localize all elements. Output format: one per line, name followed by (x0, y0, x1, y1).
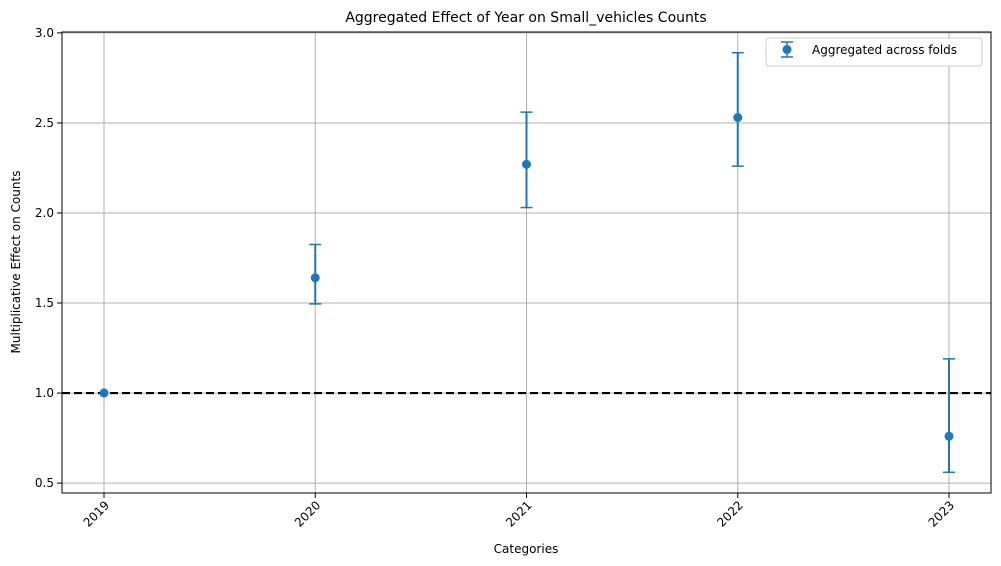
data-point (99, 388, 109, 398)
data-point (944, 431, 954, 441)
y-axis-label: Multiplicative Effect on Counts (9, 171, 23, 354)
y-tick-label: 1.0 (35, 386, 54, 400)
legend: Aggregated across folds (765, 37, 983, 67)
y-tick-label: 2.0 (35, 206, 54, 220)
y-axis: 0.5 1.0 1.5 2.0 2.5 3.0 (35, 26, 62, 490)
y-tick-label: 1.5 (35, 296, 54, 310)
y-tick-label: 0.5 (35, 476, 54, 490)
y-tick-label: 3.0 (35, 26, 54, 40)
data-point (733, 113, 743, 123)
chart-title: Aggregated Effect of Year on Small_vehic… (345, 10, 706, 26)
y-tick-label: 2.5 (35, 116, 54, 130)
legend-label: Aggregated across folds (812, 43, 957, 57)
data-point (310, 273, 320, 283)
x-axis-label: Categories (494, 542, 559, 556)
data-marks (99, 51, 955, 474)
legend-box (765, 37, 983, 67)
legend-marker (782, 45, 792, 54)
data-point (522, 159, 531, 169)
